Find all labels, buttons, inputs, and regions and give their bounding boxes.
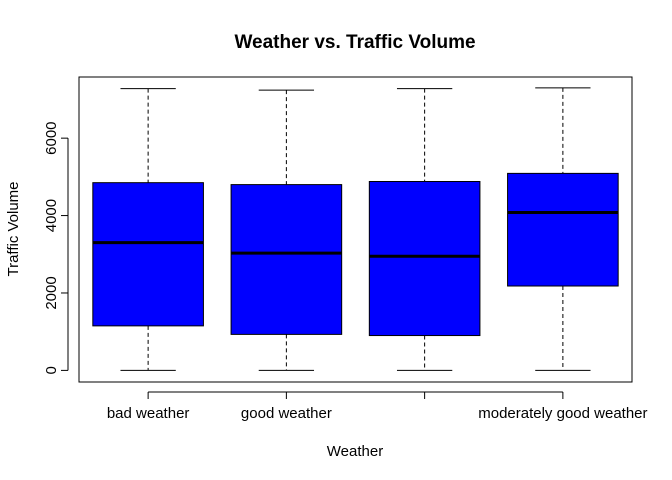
x-tick-label-0: bad weather	[107, 405, 190, 422]
plot-layer: 0 2000 4000 6000 bad weather good weather mode…	[43, 87, 648, 422]
x-tick-label-3: moderately good weather	[478, 405, 647, 422]
box-2-body	[368, 181, 481, 337]
x-tick-label-1: good weather	[241, 405, 332, 422]
y-tick-label-0: 0	[43, 366, 60, 374]
y-tick-label-2: 4000	[43, 199, 60, 232]
y-tick-label-3: 6000	[43, 121, 60, 154]
box-3-body	[507, 172, 619, 287]
y-tick-label-1: 2000	[43, 276, 60, 309]
box-1-body	[230, 184, 343, 335]
y-axis-label: Traffic Volume	[5, 181, 22, 276]
x-axis-label: Weather	[327, 443, 383, 460]
plot-frame	[78, 76, 633, 383]
box-0-body	[92, 182, 204, 327]
chart-title: Weather vs. Traffic Volume	[234, 32, 475, 53]
